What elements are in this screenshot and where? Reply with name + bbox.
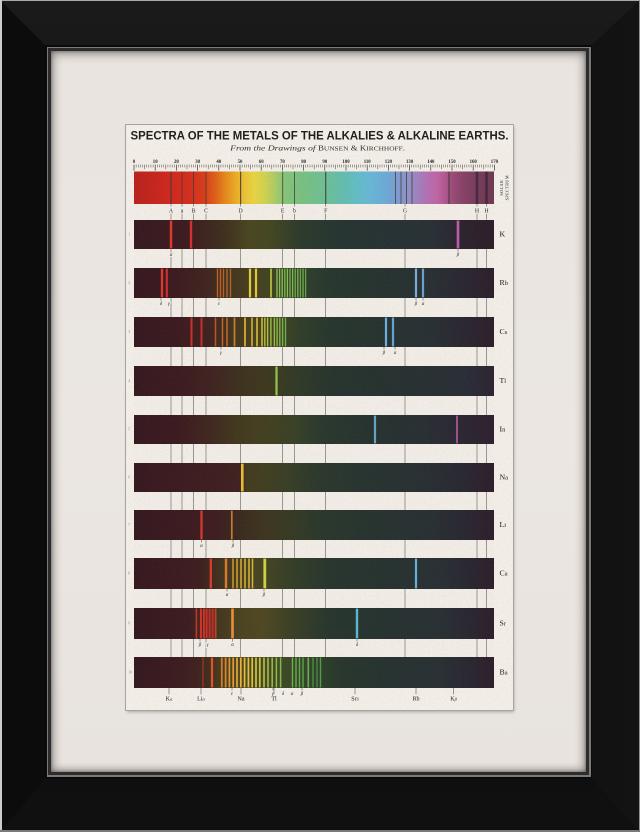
svg-text:Rb: Rb (412, 697, 419, 703)
svg-text:Liα: Liα (197, 697, 205, 703)
svg-text:Na: Na (238, 697, 245, 703)
svg-text:Kα: Kα (166, 697, 173, 703)
svg-text:Srδ: Srδ (351, 697, 359, 703)
svg-text:Tl: Tl (271, 697, 277, 703)
svg-text:Kβ: Kβ (450, 697, 457, 703)
